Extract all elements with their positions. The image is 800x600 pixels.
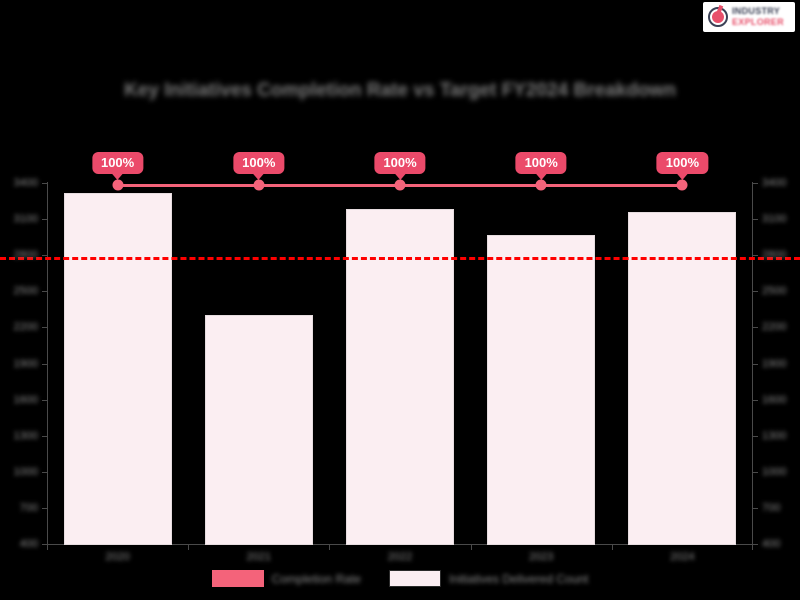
y-tick-right [753,327,758,329]
x-tick [329,545,331,550]
y-axis-label: 2800 [13,249,38,262]
data-label-2022: 100% [374,152,426,180]
y-axis-label: 1900 [13,357,38,370]
x-axis-label-2021: 2021 [246,551,272,563]
data-label-2023: 100% [515,152,567,180]
data-label-2020: 100% [91,152,144,180]
y-tick-right [753,471,758,473]
y-tick-left [42,363,47,365]
y-tick-right [753,291,758,293]
y-axis-label: 1600 [13,393,38,406]
y-tick-right [753,255,758,257]
y-tick-left [42,183,47,184]
legend-swatch-light [388,570,441,587]
y-tick-left [42,507,47,509]
bar-2020[interactable] [63,192,172,545]
y-axis-label-right: 700 [762,501,781,514]
completion-rate-marker-2021[interactable] [253,179,265,191]
legend-item-completion-rate[interactable]: Completion Rate [211,570,361,587]
y-axis-label: 400 [19,538,38,550]
completion-rate-marker-2024[interactable] [676,179,688,191]
y-axis-label-right: 2500 [762,285,787,298]
data-label-2024: 100% [656,152,709,180]
x-tick [752,545,753,550]
data-label-2021: 100% [233,152,285,180]
x-tick [188,545,190,550]
target-threshold-line [0,256,800,260]
y-tick-right [753,399,758,401]
y-tick-left [42,544,47,545]
y-tick-right [753,219,758,221]
completion-rate-marker-2023[interactable] [535,179,547,191]
bar-2023[interactable] [487,235,596,545]
y-axis-label-right: 2800 [762,249,787,262]
y-tick-right [753,183,758,184]
legend-label: Initiatives Delivered Count [448,571,589,586]
y-axis-label-right: 2200 [762,321,787,334]
legend-item-initiatives-count[interactable]: Initiatives Delivered Count [388,570,589,587]
y-tick-left [42,291,47,293]
y-axis-label: 700 [19,501,38,514]
y-tick-right [753,507,758,509]
y-tick-right [753,363,758,365]
x-tick [611,545,613,550]
logo-line-2: EXPLORER [732,17,784,27]
y-tick-left [42,255,47,257]
bar-2021[interactable] [204,315,313,545]
y-tick-left [42,219,47,221]
y-axis-label-right: 1000 [762,465,787,478]
x-tick [47,545,48,550]
y-axis-label: 3400 [13,177,38,189]
y-axis-label-right: 1900 [762,357,787,370]
y-axis-label: 2500 [13,285,38,298]
y-tick-left [42,327,47,329]
bar-2024[interactable] [628,211,737,545]
y-tick-right [753,544,758,545]
legend-label: Completion Rate [271,571,361,586]
y-tick-right [753,435,758,437]
x-axis-label-2020: 2020 [105,551,130,563]
y-axis-left [47,182,48,545]
plot-area: 3400 3100 2800 2500 2200 1900 1600 1300 1000 700 4… [0,177,800,563]
legend-swatch-solid [211,570,264,587]
y-axis-label-right: 3400 [762,177,787,189]
x-axis-label-2023: 2023 [528,551,554,563]
completion-rate-marker-2022[interactable] [394,179,406,191]
y-axis-label-right: 400 [762,538,781,550]
y-tick-left [42,471,47,473]
y-axis-label: 3100 [13,213,38,226]
y-tick-left [42,435,47,437]
chart-legend: Completion Rate Initiatives Delivered Co… [0,570,800,587]
y-axis-label: 2200 [13,321,38,334]
x-axis-label-2024: 2024 [670,551,695,563]
y-axis-label-right: 1300 [762,429,787,442]
brand-logo: INDUSTRY EXPLORER [703,2,795,32]
y-axis-label-right: 3100 [762,213,787,226]
y-axis-right [752,182,753,545]
completion-rate-marker-2020[interactable] [112,179,124,191]
y-axis-label-right: 1600 [762,393,787,406]
bar-2022[interactable] [346,208,454,545]
chart-title: Key Initiatives Completion Rate vs Targe… [124,80,676,101]
y-tick-left [42,399,47,401]
y-axis-label: 1300 [13,429,38,442]
x-tick [470,545,472,550]
logo-line-1: INDUSTRY [732,6,781,16]
circular-emblem-icon [706,4,730,29]
x-axis-label-2022: 2022 [387,551,413,563]
y-axis-label: 1000 [13,465,38,478]
